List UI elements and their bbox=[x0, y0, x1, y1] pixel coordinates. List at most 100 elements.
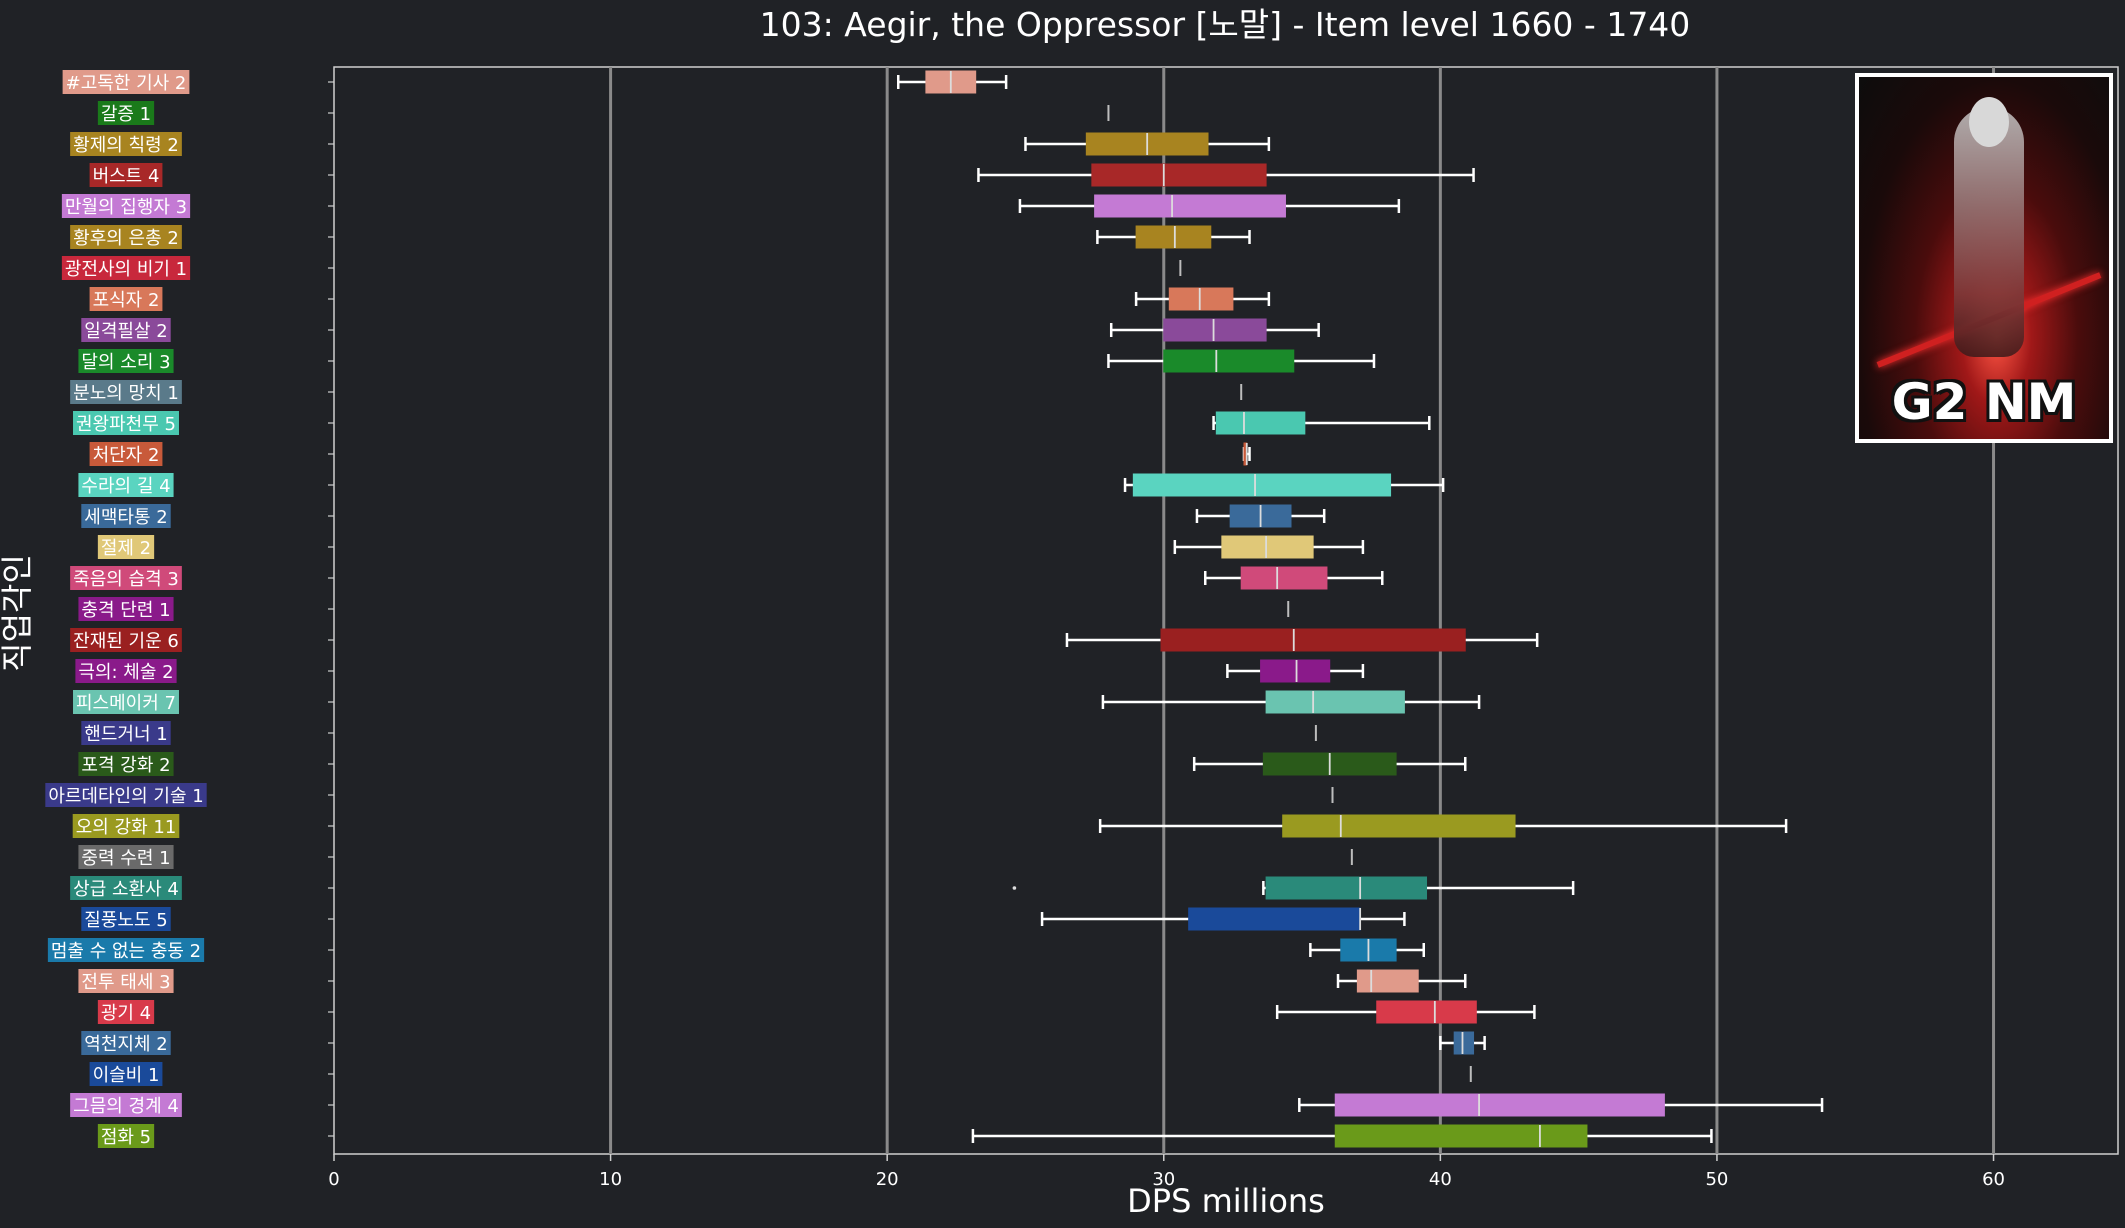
category-label-text: 황제의 칙령 2 bbox=[73, 135, 179, 156]
boss-portrait-card: G2 NM bbox=[1855, 73, 2113, 443]
category-label-28: 멈출 수 없는 충동 2 bbox=[47, 938, 205, 962]
category-label-text: 달의 소리 3 bbox=[81, 352, 170, 373]
box-series-22 bbox=[1192, 752, 1467, 776]
x-tick-label-20: 20 bbox=[876, 1169, 899, 1190]
category-label-text: 광전사의 비기 1 bbox=[65, 259, 187, 280]
box-series-2 bbox=[1024, 132, 1271, 156]
box-iqr bbox=[1168, 287, 1234, 311]
box-iqr bbox=[1376, 1000, 1477, 1024]
category-label-8: 일격필살 2 bbox=[81, 318, 171, 342]
category-label-3: 버스트 4 bbox=[89, 163, 163, 187]
x-tick-label-30: 30 bbox=[1152, 1169, 1175, 1190]
category-label-17: 충격 단련 1 bbox=[78, 597, 174, 621]
category-label-text: 황후의 은총 2 bbox=[73, 228, 179, 249]
box-series-29 bbox=[1336, 969, 1467, 993]
category-label-text: 그믐의 경계 4 bbox=[73, 1096, 179, 1117]
box-iqr bbox=[1163, 349, 1295, 373]
box-iqr bbox=[1265, 690, 1405, 714]
category-label-text: 죽음의 습격 3 bbox=[73, 569, 179, 590]
category-label-24: 오의 강화 11 bbox=[72, 814, 180, 838]
box-iqr bbox=[1282, 814, 1516, 838]
box-series-13 bbox=[1123, 473, 1445, 497]
category-label-text: 핸드거너 1 bbox=[84, 724, 167, 745]
category-label-text: 광기 4 bbox=[101, 1003, 151, 1024]
category-label-bg bbox=[61, 194, 191, 218]
category-label-bg bbox=[73, 411, 179, 435]
category-label-text: 중력 수련 1 bbox=[81, 848, 170, 869]
box-iqr bbox=[1334, 1093, 1665, 1117]
box-series-34 bbox=[971, 1124, 1713, 1148]
category-label-text: 멈출 수 없는 충동 2 bbox=[51, 941, 201, 962]
category-label-text: 아르데타인의 기술 1 bbox=[48, 786, 203, 807]
category-label-26: 상급 소환사 4 bbox=[70, 876, 182, 900]
category-label-30: 광기 4 bbox=[97, 1000, 155, 1024]
category-label-9: 달의 소리 3 bbox=[78, 349, 174, 373]
box-series-26 bbox=[1262, 876, 1575, 900]
category-label-10: 분노의 망치 1 bbox=[70, 380, 182, 404]
box-iqr bbox=[1215, 411, 1306, 435]
category-label-bg bbox=[89, 163, 163, 187]
category-label-23: 아르데타인의 기술 1 bbox=[45, 783, 207, 807]
category-label-21: 핸드거너 1 bbox=[81, 721, 171, 745]
category-label-text: 분노의 망치 1 bbox=[73, 383, 179, 404]
category-label-16: 죽음의 습격 3 bbox=[70, 566, 182, 590]
category-label-text: 질풍노도 5 bbox=[84, 910, 167, 931]
category-label-bg bbox=[78, 969, 174, 993]
category-label-bg bbox=[61, 256, 191, 280]
category-label-bg bbox=[78, 597, 174, 621]
category-label-bg bbox=[97, 101, 155, 125]
category-label-bg bbox=[78, 845, 174, 869]
box-series-11 bbox=[1212, 411, 1431, 435]
y-axis-label: 직업각인 bbox=[0, 554, 36, 672]
category-label-bg bbox=[62, 70, 190, 94]
category-label-text: 포식자 2 bbox=[93, 290, 160, 311]
category-label-4: 만월의 집행자 3 bbox=[61, 194, 191, 218]
outlier-point bbox=[1012, 886, 1017, 890]
x-tick-label-50: 50 bbox=[1705, 1169, 1728, 1190]
chart-title: 103: Aegir, the Oppressor [노말] - Item le… bbox=[760, 5, 1691, 44]
box-series-14 bbox=[1195, 504, 1326, 528]
category-label-5: 황후의 은총 2 bbox=[70, 225, 182, 249]
x-tick-label-0: 0 bbox=[328, 1169, 339, 1190]
box-series-7 bbox=[1134, 287, 1271, 311]
box-iqr bbox=[1356, 969, 1419, 993]
box-series-27 bbox=[1040, 907, 1406, 931]
category-label-bg bbox=[45, 783, 207, 807]
box-series-15 bbox=[1173, 535, 1365, 559]
category-label-text: 세맥타통 2 bbox=[84, 507, 167, 528]
category-label-bg bbox=[81, 1031, 171, 1055]
box-iqr bbox=[1265, 876, 1428, 900]
box-series-31 bbox=[1439, 1031, 1486, 1055]
category-label-text: 처단자 2 bbox=[93, 445, 160, 466]
box-series-5 bbox=[1096, 225, 1251, 249]
category-label-text: 갈증 1 bbox=[101, 104, 151, 125]
category-label-15: 절제 2 bbox=[97, 535, 155, 559]
box-iqr bbox=[1188, 907, 1361, 931]
category-label-bg bbox=[73, 690, 179, 714]
box-iqr bbox=[1240, 566, 1328, 590]
category-label-bg bbox=[47, 938, 205, 962]
category-label-text: 버스트 4 bbox=[93, 166, 160, 187]
box-series-8 bbox=[1109, 318, 1320, 342]
category-label-bg bbox=[97, 535, 155, 559]
box-iqr bbox=[1135, 225, 1212, 249]
box-iqr bbox=[1094, 194, 1286, 218]
category-label-bg bbox=[89, 442, 163, 466]
x-tick-label-10: 10 bbox=[599, 1169, 622, 1190]
category-label-text: 이슬비 1 bbox=[93, 1065, 160, 1086]
boss-figure-image bbox=[1954, 107, 2024, 357]
category-label-text: 오의 강화 11 bbox=[76, 817, 177, 838]
category-label-bg bbox=[81, 504, 171, 528]
category-label-bg bbox=[70, 132, 182, 156]
category-label-bg bbox=[78, 349, 174, 373]
category-label-bg bbox=[81, 318, 171, 342]
category-label-12: 처단자 2 bbox=[89, 442, 163, 466]
boss-head-image bbox=[1969, 97, 2009, 147]
category-label-0: #고독한 기사 2 bbox=[62, 70, 190, 94]
category-label-text: 전투 태세 3 bbox=[81, 972, 170, 993]
category-label-2: 황제의 칙령 2 bbox=[70, 132, 182, 156]
box-series-28 bbox=[1309, 938, 1426, 962]
category-label-text: #고독한 기사 2 bbox=[66, 73, 187, 94]
plot-area bbox=[333, 66, 2119, 1155]
category-label-bg bbox=[97, 1124, 155, 1148]
